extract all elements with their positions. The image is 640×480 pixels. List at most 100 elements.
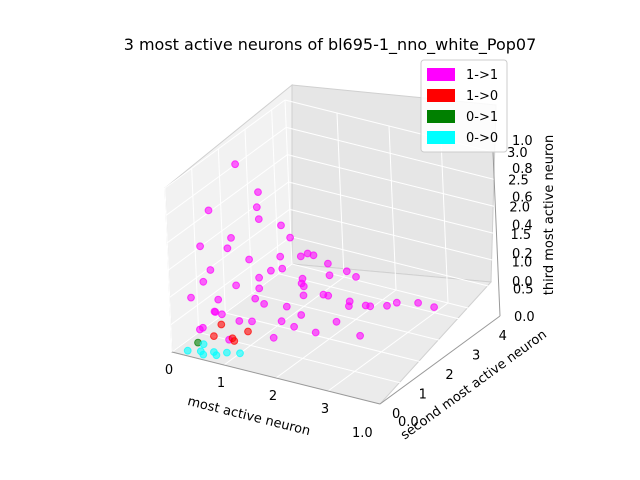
overlay-z-tick-label: 0.4: [512, 219, 533, 234]
grid-lines: [164, 99, 501, 405]
scatter-point: [296, 252, 305, 261]
scatter-point: [309, 251, 318, 260]
scatter-point: [392, 298, 401, 307]
scatter-point: [254, 188, 262, 197]
z-gridline: [167, 154, 288, 244]
scatter-point: [196, 325, 204, 334]
scatter-point: [325, 271, 334, 280]
x-tick-label: 3: [321, 402, 329, 417]
z-gridline: [171, 263, 293, 353]
scatter-point: [218, 310, 226, 319]
scatter-point: [255, 273, 264, 282]
z-tick-label: 3.0: [507, 146, 528, 161]
z-tick-label: 2.5: [508, 173, 529, 188]
overlay-x-tick-label: 1.0: [352, 426, 373, 441]
overlay-z-tick-label: 0.2: [512, 247, 533, 262]
overlay-y-tick-label: 0.0: [398, 415, 419, 430]
y-gridline: [225, 312, 434, 366]
scatter-point: [414, 299, 423, 307]
scatter-point: [199, 350, 208, 359]
z-gridline: [170, 236, 292, 326]
legend: 1->1 1->0 0->1 0->0: [420, 59, 508, 153]
scatter-point: [199, 340, 208, 349]
scatter-point: [286, 233, 295, 242]
z-axis-line: [492, 151, 501, 317]
z-gridline: [164, 99, 286, 189]
scatter-point: [248, 317, 256, 326]
z-tick-label: 0.0: [514, 310, 535, 325]
z-gridline: [290, 236, 499, 290]
z-tick-label: 1.0: [512, 255, 533, 270]
scatter-point: [183, 346, 192, 355]
scatter-point: [223, 348, 231, 357]
scatter-point: [196, 242, 205, 251]
y-tick-label: 3: [472, 348, 480, 363]
scatter-point: [297, 311, 306, 319]
y-tick-label: 4: [499, 329, 507, 344]
scatter-point: [204, 206, 213, 215]
scatter-point: [277, 221, 285, 230]
scatter-point: [260, 300, 269, 308]
scatter-point: [290, 322, 299, 331]
scatter-point: [199, 277, 208, 286]
z-gridline: [165, 126, 287, 216]
scatter-points: [183, 160, 439, 360]
scatter-point: [277, 317, 286, 326]
scatter-point: [232, 281, 241, 290]
x-axis-label: most active neuron: [186, 394, 312, 439]
z-tick-label: 2.0: [509, 201, 530, 216]
scatter-point: [227, 234, 235, 242]
scatter-point: [324, 259, 332, 268]
x-gridline: [327, 302, 449, 392]
scatter-point: [342, 267, 351, 276]
x-axis-line: [171, 351, 381, 405]
scatter-point: [245, 255, 254, 264]
overlay-z-tick-label: 0.8: [512, 162, 533, 177]
y-axis-line: [379, 315, 501, 405]
legend-label: 0->1: [466, 110, 498, 125]
z-tick-label: 0.5: [513, 283, 534, 298]
scatter-point: [214, 295, 223, 304]
scatter-point: [254, 215, 263, 224]
overlay-z-tick-label: 0.6: [512, 190, 533, 205]
overlay-z-tick-label: 1.0: [512, 134, 533, 149]
scatter-point: [231, 160, 240, 169]
scatter-point: [324, 291, 333, 300]
scatter-point: [230, 337, 239, 345]
overlay-z-tick-label: 0.0: [512, 275, 533, 290]
scatter-point: [210, 332, 218, 341]
scatter-point: [332, 317, 341, 326]
scatter-point: [278, 264, 287, 273]
scatter-point: [236, 349, 244, 358]
scatter-point: [210, 307, 219, 316]
scatter-point: [217, 320, 226, 329]
legend-swatch: [427, 68, 455, 81]
z-gridline: [169, 208, 290, 298]
y-tick-label: 1: [419, 387, 427, 402]
scatter-point: [356, 331, 365, 340]
z-gridline: [289, 208, 498, 262]
z-gridline: [286, 126, 495, 180]
scatter-point: [252, 203, 261, 212]
scatter-point: [251, 294, 260, 303]
x-tick-label: 1: [217, 376, 225, 391]
scatter-point: [311, 328, 320, 337]
scatter-point: [223, 244, 232, 253]
scatter-point: [269, 333, 278, 342]
axis-lines: [171, 151, 501, 405]
scatter-point: [187, 293, 195, 302]
x-tick-label: 0: [165, 363, 173, 378]
legend-frame: [420, 59, 508, 153]
scatter-point: [430, 303, 439, 312]
scatter-point: [345, 302, 353, 311]
scatter-point: [244, 327, 252, 336]
chart-title: 3 most active neurons of bl695-1_nno_whi…: [124, 35, 537, 55]
y-tick-label: 2: [445, 368, 453, 383]
y-gridline: [278, 273, 487, 327]
y-gridline: [251, 292, 461, 346]
scatter-point: [299, 282, 308, 291]
x-gridline: [275, 289, 397, 379]
scatter-point: [276, 252, 285, 261]
